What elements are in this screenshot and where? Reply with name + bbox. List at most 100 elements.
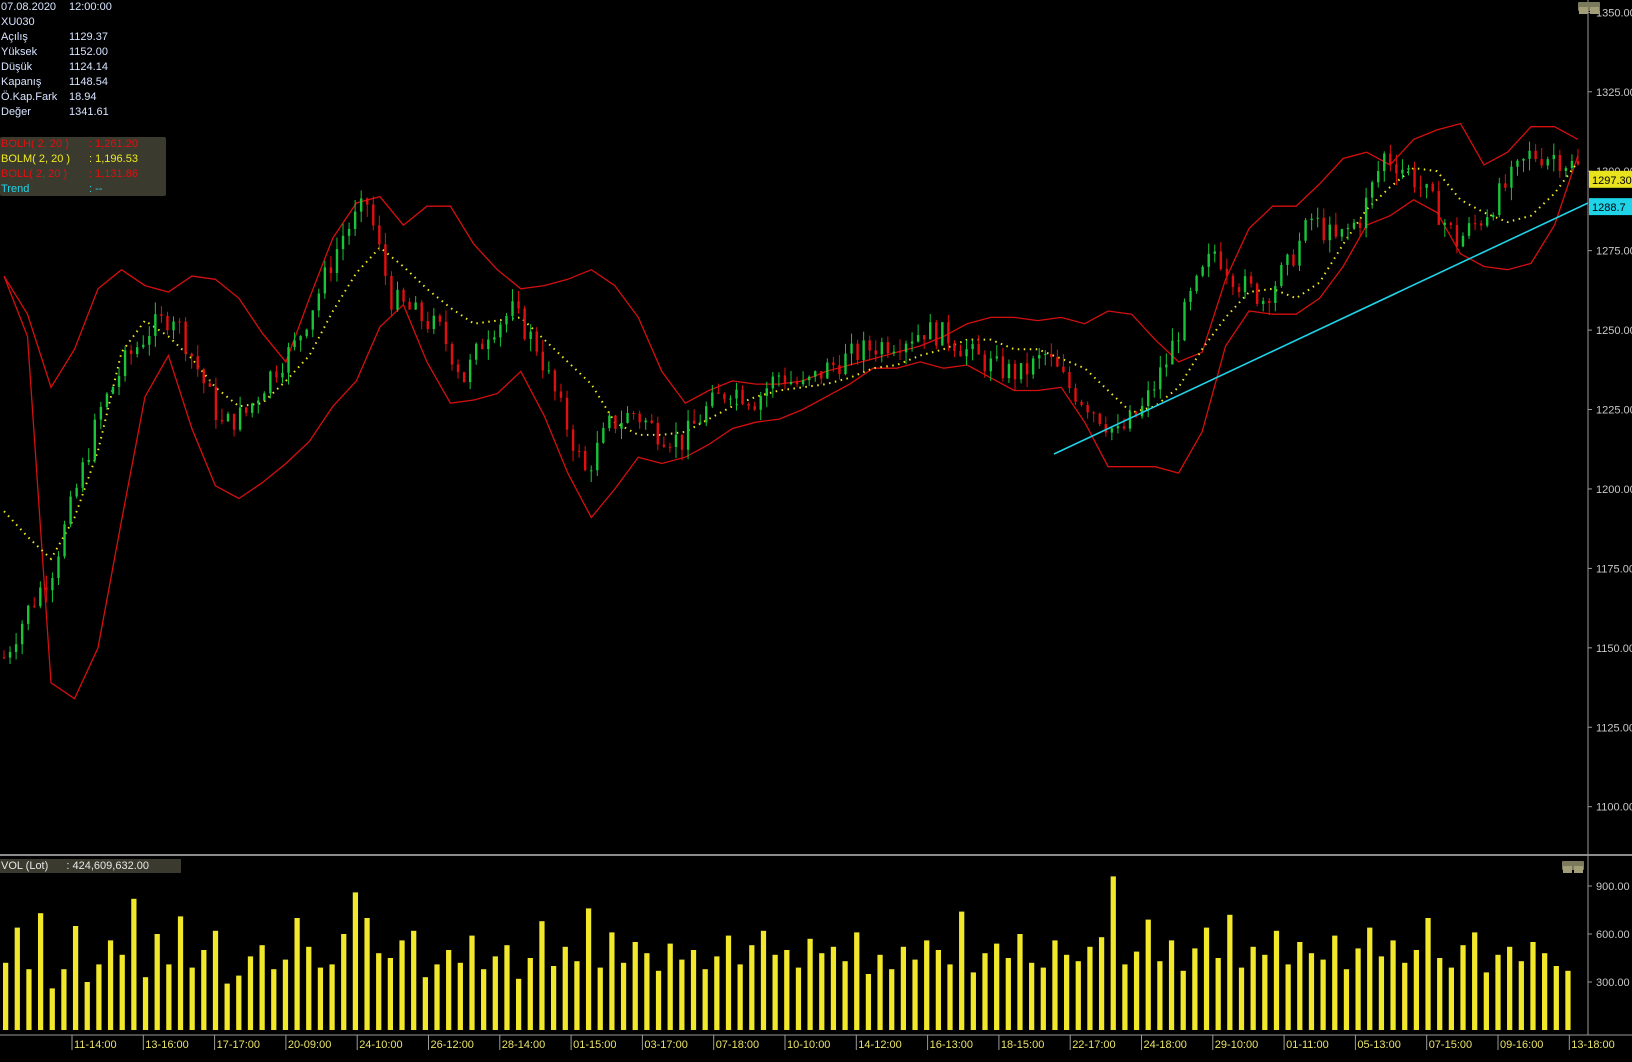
- volume-pane-window-controls[interactable]: [1562, 861, 1584, 873]
- volume-legend[interactable]: VOL (Lot) : 424,609,632.00: [0, 859, 181, 873]
- candle-body: [686, 420, 690, 450]
- volume-bar: [457, 962, 463, 1030]
- candle-body: [1461, 235, 1465, 247]
- volume-bar: [1063, 954, 1070, 1030]
- volume-bar: [830, 946, 837, 1030]
- candle-body: [553, 370, 557, 392]
- candle-body: [662, 444, 666, 447]
- volume-bar: [259, 945, 265, 1030]
- candle-body: [777, 375, 781, 377]
- volume-bar: [107, 940, 114, 1030]
- candle-body: [1292, 254, 1295, 266]
- candle-body: [1268, 300, 1271, 303]
- candle-body: [1262, 300, 1265, 304]
- volume-bar: [842, 961, 848, 1030]
- candle-body: [1443, 222, 1447, 225]
- x-tick-label: 20-09:00: [288, 1039, 331, 1051]
- candle-body: [226, 413, 230, 422]
- volume-bar: [1355, 948, 1361, 1030]
- x-tick-label: 22-17:00: [1072, 1039, 1115, 1051]
- volume-bar: [970, 972, 976, 1030]
- price-tick-label: 1200.00: [1596, 484, 1632, 496]
- candle-body: [341, 235, 345, 250]
- candle-body: [795, 381, 799, 385]
- candle-body: [154, 314, 157, 336]
- candle-body: [826, 362, 829, 379]
- candle-body: [1068, 372, 1071, 389]
- candle-body: [111, 386, 115, 394]
- volume-bar: [1448, 967, 1454, 1030]
- candle-body: [123, 350, 127, 377]
- pane-close-icon[interactable]: [1590, 7, 1599, 14]
- candle-body: [898, 351, 902, 353]
- volume-bar: [620, 962, 627, 1030]
- volume-legend-value: : 424,609,632.00: [66, 860, 149, 872]
- price-tick-label: 1350.00: [1596, 7, 1632, 19]
- x-tick-label: 13-18:00: [1571, 1039, 1614, 1051]
- candle-body: [1134, 411, 1138, 417]
- volume-bar: [142, 977, 149, 1030]
- candle-body: [1401, 169, 1404, 174]
- pane-maximize-icon[interactable]: [1563, 866, 1572, 873]
- volume-bar: [1542, 953, 1548, 1030]
- volume-bar: [1110, 876, 1116, 1030]
- volume-bar: [1203, 927, 1210, 1030]
- candle-body: [323, 267, 327, 294]
- price-pane-window-controls[interactable]: [1578, 2, 1600, 14]
- candle-body: [1219, 251, 1223, 269]
- candle-body: [1298, 240, 1301, 266]
- candle-body: [753, 405, 756, 410]
- candle-body: [117, 376, 121, 387]
- volume-bar: [154, 934, 160, 1030]
- candle-body: [1050, 353, 1053, 358]
- candle-body: [620, 422, 623, 429]
- volume-bar: [1378, 956, 1385, 1030]
- volume-tick-label: 300.00: [1596, 977, 1630, 989]
- volume-bar: [131, 898, 137, 1030]
- volume-bar: [1507, 946, 1513, 1030]
- volume-bar: [609, 932, 615, 1030]
- volume-bar: [247, 956, 254, 1030]
- info-datetime: 07.08.2020 12:00:00: [1, 0, 112, 15]
- legend-bolm: BOLM( 2, 20 ): 1,196.53: [1, 153, 138, 165]
- candle-body: [1274, 286, 1277, 303]
- volume-bar: [469, 935, 475, 1030]
- info-row-open: Açılış 1129.37: [1, 31, 108, 43]
- candle-body: [959, 350, 962, 357]
- volume-bar: [1145, 919, 1151, 1030]
- candle-body: [723, 393, 726, 400]
- candle-body: [281, 372, 284, 378]
- trend-price-label: 1288.7: [1592, 202, 1626, 214]
- volume-bar: [1273, 930, 1280, 1030]
- candle-body: [910, 341, 914, 344]
- bollinger-lower-line: [3, 155, 1579, 700]
- volume-bars: [3, 876, 1571, 1030]
- candle-body: [656, 422, 660, 445]
- candle-body: [1389, 153, 1392, 165]
- candle-body: [275, 371, 278, 378]
- candle-body: [1328, 224, 1331, 241]
- volume-bar: [865, 974, 872, 1030]
- volume-bar: [1343, 969, 1350, 1030]
- candle-body: [335, 249, 339, 274]
- info-time: 12:00:00: [69, 1, 112, 13]
- candle-body: [487, 339, 490, 350]
- candle-body: [947, 322, 950, 344]
- candle-body: [1316, 217, 1319, 219]
- candle-body: [208, 383, 212, 387]
- candle-body: [1001, 356, 1005, 379]
- candle-body: [1576, 160, 1580, 165]
- price-tick-label: 1150.00: [1596, 643, 1632, 655]
- indicator-legend[interactable]: BOLH( 2, 20 ): 1,261.20 BOLM( 2, 20 ): 1…: [0, 137, 166, 196]
- candle-body: [347, 228, 351, 236]
- pane-maximize-icon[interactable]: [1579, 7, 1588, 14]
- volume-bar: [1192, 948, 1198, 1030]
- candle-body: [160, 314, 163, 316]
- candle-body: [995, 356, 999, 359]
- pane-close-icon[interactable]: [1574, 866, 1583, 873]
- volume-tick-label: 600.00: [1596, 929, 1630, 941]
- volume-bar: [1040, 967, 1046, 1030]
- volume-bar: [760, 930, 767, 1030]
- candle-body: [1140, 406, 1144, 417]
